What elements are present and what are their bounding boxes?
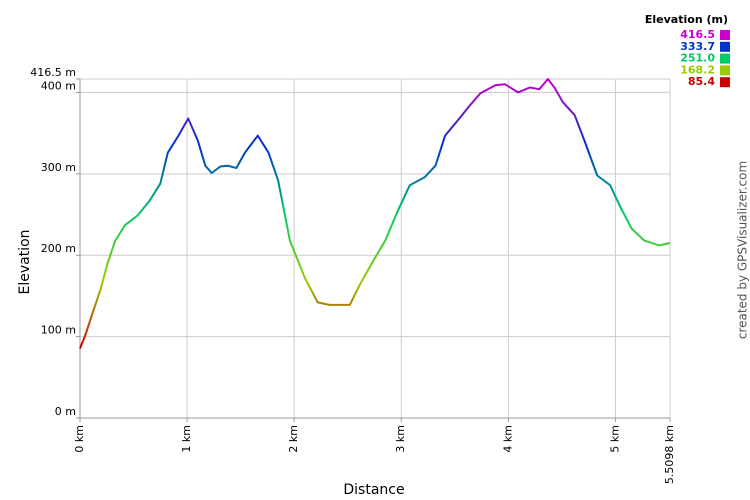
legend-label: 416.5 <box>680 28 715 41</box>
x-tick-label: 1 km <box>180 425 193 453</box>
y-tick-label: 300 m <box>41 161 76 174</box>
y-tick-label: 100 m <box>41 324 76 337</box>
legend-swatch <box>720 65 730 76</box>
legend-title: Elevation (m) <box>645 13 728 26</box>
legend-swatch <box>720 30 730 40</box>
x-tick-label: 5.5098 km <box>663 425 676 484</box>
y-tick-label: 416.5 m <box>30 66 76 79</box>
x-axis-label: Distance <box>343 482 404 498</box>
x-tick-label: 2 km <box>287 425 300 453</box>
legend-label: 333.7 <box>680 40 715 53</box>
legend-swatch <box>720 77 730 88</box>
y-axis-label: Elevation <box>17 229 33 294</box>
x-tick-label: 3 km <box>394 425 407 453</box>
legend-swatch <box>720 41 730 52</box>
x-tick-label: 5 km <box>608 425 621 453</box>
y-tick-label: 200 m <box>41 242 76 255</box>
legend-swatch <box>720 53 730 64</box>
elevation-line <box>79 78 671 349</box>
x-tick-label: 4 km <box>501 425 514 453</box>
y-tick-label: 0 m <box>55 405 76 418</box>
y-tick-label: 400 m <box>41 79 76 92</box>
legend-label: 168.2 <box>680 63 715 76</box>
x-tick-label: 0 km <box>73 425 86 453</box>
legend-label: 85.4 <box>688 75 715 88</box>
credit: created by GPSVisualizer.com <box>736 161 750 339</box>
legend-label: 251.0 <box>680 52 715 65</box>
